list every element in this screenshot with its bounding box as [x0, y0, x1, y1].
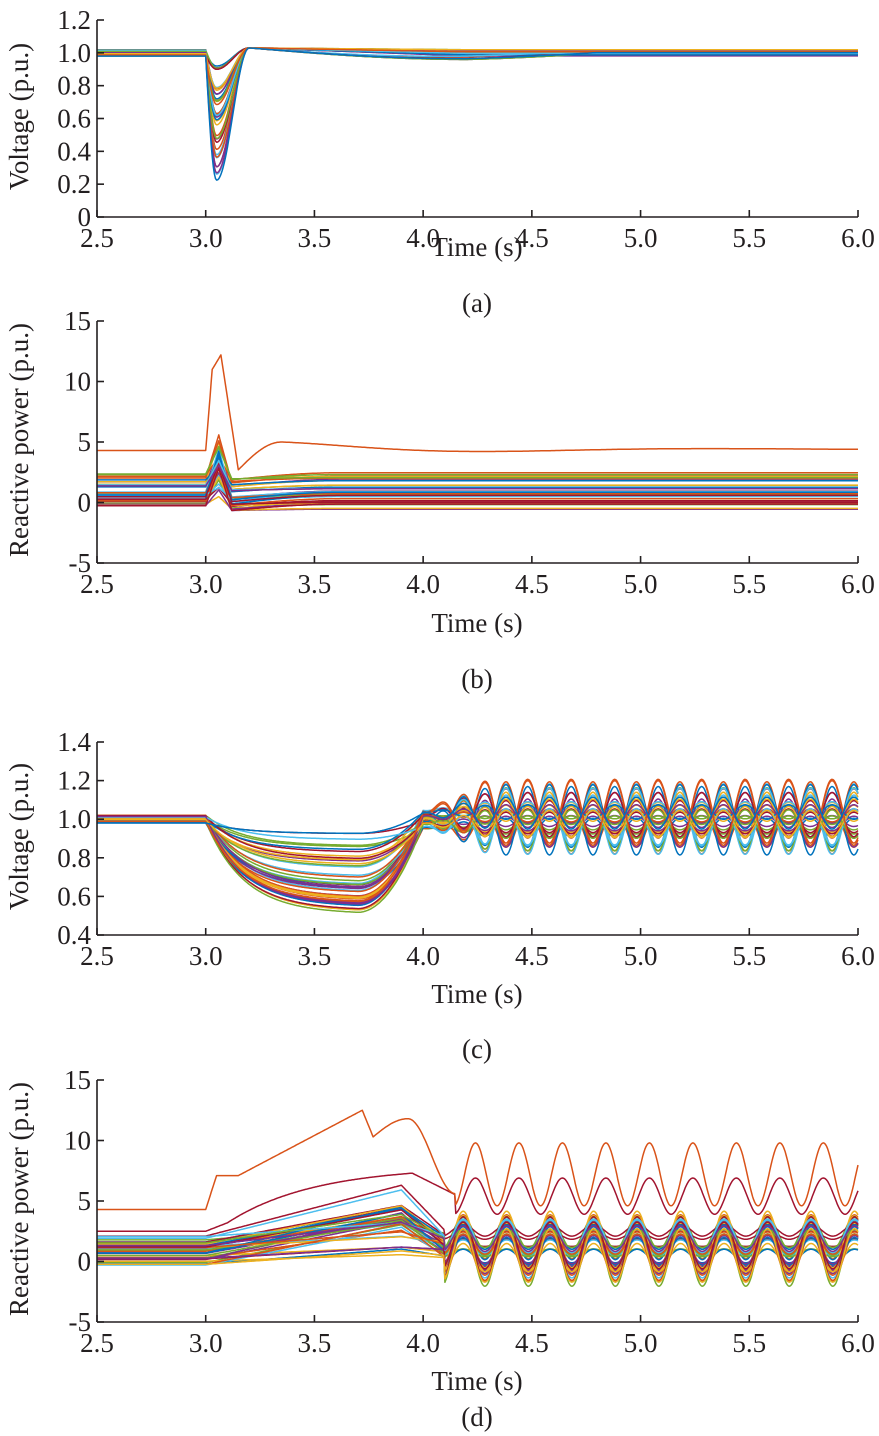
y-tick-label: 1.0	[57, 38, 91, 68]
series-line	[97, 1221, 859, 1253]
x-tick-label: 4.5	[515, 1328, 549, 1358]
series-line	[97, 489, 858, 512]
y-tick-label: 0.6	[57, 104, 91, 134]
y-tick-label: 15	[64, 306, 91, 336]
y-tick-label: 0	[78, 202, 92, 232]
series-group	[97, 47, 858, 181]
y-tick-label: 0	[78, 1247, 92, 1277]
y-tick-label: 10	[64, 1126, 91, 1156]
x-tick-label: 4.0	[406, 223, 440, 253]
x-tick-label: 2.5	[80, 569, 114, 599]
series-line	[97, 1213, 859, 1249]
y-tick-label: 0.8	[57, 843, 91, 873]
y-axis-label: Reactive power (p.u.)	[4, 323, 34, 557]
y-tick-label: 0.4	[57, 920, 91, 950]
x-tick-label: 5.5	[732, 223, 766, 253]
x-tick-label: 2.5	[80, 941, 114, 971]
y-tick-label: 1.2	[57, 766, 91, 796]
panel-label: (d)	[461, 1402, 492, 1432]
panel-label: (a)	[462, 288, 492, 318]
x-tick-label: 2.5	[80, 223, 114, 253]
series-line	[97, 1227, 859, 1283]
x-tick-label: 5.0	[624, 569, 658, 599]
x-tick-label: 4.5	[515, 223, 549, 253]
y-tick-label: -5	[69, 548, 92, 578]
chart-panel-d: 2.5 3.0 3.5 4.0 4.5 5.0 5.5 6.0 -5 0 5 10 15 Time (s)…	[4, 1065, 875, 1432]
x-tick-label: 4.0	[406, 569, 440, 599]
chart-panel-c: 2.5 3.0 3.5 4.0 4.5 5.0 5.5 6.0 0.4 0.6 0.8 1.0 1.2 1…	[4, 727, 875, 1064]
x-tick-label: 5.0	[624, 1328, 658, 1358]
series-line	[97, 446, 858, 480]
y-tick-label: 1.4	[57, 727, 91, 757]
series-line	[97, 47, 858, 117]
series-line	[97, 1109, 859, 1211]
chart-panel-a: 2.5 3.0 3.5 4.0 4.5 5.0 5.5 6.0 00.20.40.60.81.0…	[4, 5, 875, 318]
x-tick-label: 5.0	[624, 941, 658, 971]
series-line	[97, 809, 859, 914]
y-tick-label: 0.8	[57, 71, 91, 101]
x-tick-label: 3.0	[189, 941, 223, 971]
x-tick-label: 3.0	[189, 223, 223, 253]
series-line	[97, 463, 858, 503]
y-tick-label: -5	[69, 1307, 92, 1337]
x-tick-label: 5.5	[732, 569, 766, 599]
series-line	[97, 354, 858, 471]
series-line	[97, 467, 858, 512]
y-axis-label: Voltage (p.u.)	[4, 43, 34, 190]
x-tick-label: 4.0	[406, 941, 440, 971]
series-line	[97, 809, 859, 865]
x-tick-label: 5.0	[624, 223, 658, 253]
x-axis-label: Time (s)	[431, 608, 522, 638]
x-axis-label: Time (s)	[431, 232, 522, 262]
y-axis-label: Reactive power (p.u.)	[4, 1082, 34, 1316]
y-tick-label: 10	[64, 367, 91, 397]
x-tick-label: 3.0	[189, 569, 223, 599]
series-line	[97, 796, 859, 835]
x-tick-label: 6.0	[841, 569, 875, 599]
y-tick-label: 5	[78, 1186, 92, 1216]
x-tick-label: 5.5	[732, 1328, 766, 1358]
x-tick-label: 3.5	[298, 941, 332, 971]
x-tick-label: 4.5	[515, 569, 549, 599]
x-tick-label: 5.5	[732, 941, 766, 971]
y-tick-label: 0.6	[57, 881, 91, 911]
x-tick-label: 6.0	[841, 1328, 875, 1358]
x-tick-label: 3.5	[298, 1328, 332, 1358]
series-line	[97, 47, 858, 89]
y-tick-label: 0	[78, 488, 92, 518]
panel-label: (c)	[462, 1034, 492, 1064]
y-axis-label: Voltage (p.u.)	[4, 763, 34, 910]
x-tick-label: 3.5	[298, 223, 332, 253]
series-line	[97, 1172, 859, 1233]
x-axis-label: Time (s)	[431, 979, 522, 1009]
y-tick-label: 5	[78, 427, 92, 457]
series-line	[97, 47, 858, 67]
x-tick-label: 3.5	[298, 569, 332, 599]
x-tick-label: 4.0	[406, 1328, 440, 1358]
series-line	[97, 779, 859, 902]
y-tick-label: 1.0	[57, 804, 91, 834]
panel-label: (b)	[461, 664, 492, 694]
chart-panel-b: 2.5 3.0 3.5 4.0 4.5 5.0 5.5 6.0 -5 0 5 10 15 Time (s)…	[4, 306, 875, 694]
series-line	[97, 47, 858, 181]
series-group	[97, 354, 858, 512]
y-tick-label: 1.2	[57, 5, 91, 35]
series-group	[97, 1109, 859, 1287]
x-tick-label: 3.0	[189, 1328, 223, 1358]
x-tick-label: 6.0	[841, 223, 875, 253]
y-tick-label: 0.4	[57, 136, 91, 166]
series-line	[97, 47, 858, 106]
series-group	[97, 778, 859, 914]
x-axis-label: Time (s)	[431, 1366, 522, 1396]
x-tick-label: 6.0	[841, 941, 875, 971]
x-tick-label: 2.5	[80, 1328, 114, 1358]
series-line	[97, 464, 858, 492]
y-tick-label: 15	[64, 1065, 91, 1095]
y-tick-label: 0.2	[57, 169, 91, 199]
x-tick-label: 4.5	[515, 941, 549, 971]
series-line	[97, 486, 858, 505]
series-line	[97, 476, 858, 507]
